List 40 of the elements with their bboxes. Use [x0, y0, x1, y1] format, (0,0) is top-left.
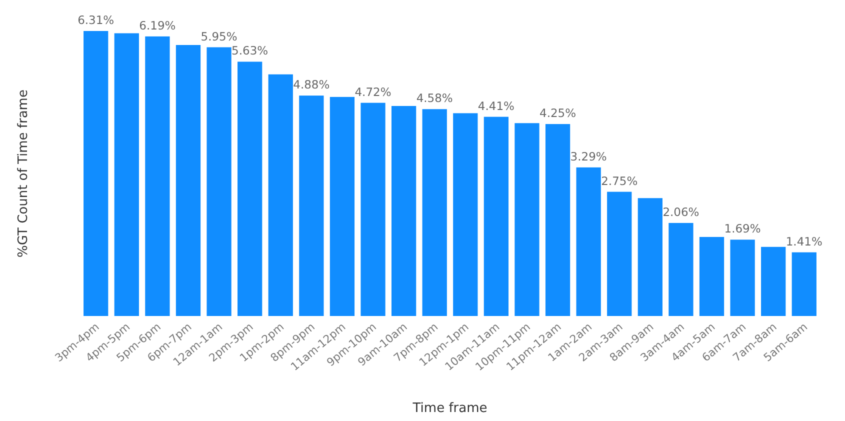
bar [114, 33, 139, 316]
bar [360, 102, 386, 316]
bar [453, 113, 478, 316]
bar [299, 96, 324, 316]
bar [607, 192, 632, 316]
bar [145, 36, 170, 316]
data-label: 4.58% [416, 91, 453, 106]
data-label: 6.19% [139, 18, 176, 32]
bar [206, 47, 232, 316]
bar [761, 246, 786, 316]
bar [792, 252, 816, 316]
bar [699, 236, 724, 316]
data-label: 5.63% [232, 44, 268, 58]
bar [514, 123, 540, 316]
bar [330, 96, 355, 316]
data-label: 3.29% [570, 149, 607, 164]
bar [730, 240, 755, 316]
y-axis-title: %GT Count of Time frame [16, 90, 31, 258]
bar [668, 222, 694, 316]
bar [176, 45, 201, 316]
bar [422, 109, 447, 316]
bar [638, 198, 662, 316]
data-label: 2.06% [662, 204, 700, 219]
data-label: 6.31% [78, 13, 114, 27]
bar [84, 31, 108, 316]
data-label: 4.41% [478, 98, 515, 113]
data-label: 5.95% [200, 29, 238, 44]
bar [238, 62, 262, 316]
data-label: 4.88% [293, 78, 330, 92]
bar [268, 74, 293, 316]
x-axis-title: Time frame [412, 401, 488, 416]
data-label: 2.75% [601, 174, 638, 188]
data-label: 4.72% [354, 84, 392, 99]
bar [576, 167, 601, 316]
data-label: 1.69% [724, 222, 761, 236]
bar [545, 124, 570, 316]
bar [484, 116, 509, 316]
data-label: 1.41% [786, 234, 822, 248]
bar [391, 106, 416, 316]
data-label: 4.25% [540, 106, 576, 120]
